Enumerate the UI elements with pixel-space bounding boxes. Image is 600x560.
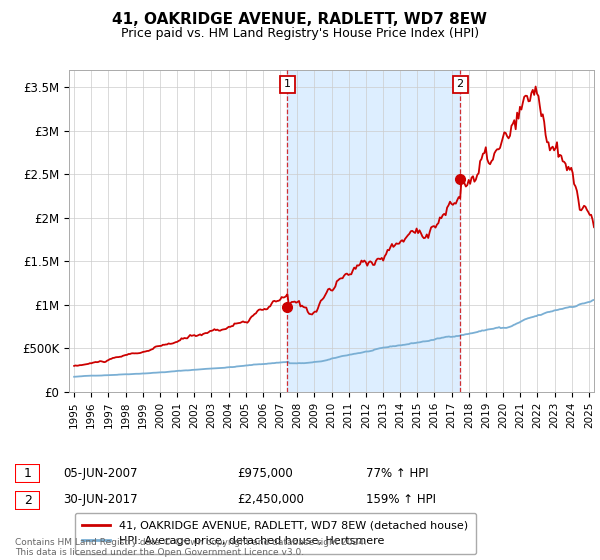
Text: 1: 1 <box>284 80 291 90</box>
Text: 05-JUN-2007: 05-JUN-2007 <box>63 466 137 480</box>
Text: £975,000: £975,000 <box>237 466 293 480</box>
Text: 2: 2 <box>457 80 464 90</box>
Text: 159% ↑ HPI: 159% ↑ HPI <box>366 493 436 506</box>
Bar <box>287 70 460 392</box>
Text: £2,450,000: £2,450,000 <box>237 493 304 506</box>
FancyBboxPatch shape <box>15 491 40 510</box>
Text: 41, OAKRIDGE AVENUE, RADLETT, WD7 8EW: 41, OAKRIDGE AVENUE, RADLETT, WD7 8EW <box>113 12 487 27</box>
Text: 77% ↑ HPI: 77% ↑ HPI <box>366 466 428 480</box>
Text: 1: 1 <box>23 467 32 480</box>
Text: Price paid vs. HM Land Registry's House Price Index (HPI): Price paid vs. HM Land Registry's House … <box>121 27 479 40</box>
Text: 30-JUN-2017: 30-JUN-2017 <box>63 493 137 506</box>
Legend: 41, OAKRIDGE AVENUE, RADLETT, WD7 8EW (detached house), HPI: Average price, deta: 41, OAKRIDGE AVENUE, RADLETT, WD7 8EW (d… <box>74 513 476 554</box>
Text: 2: 2 <box>23 493 32 507</box>
Text: Contains HM Land Registry data © Crown copyright and database right 2024.
This d: Contains HM Land Registry data © Crown c… <box>15 538 367 557</box>
FancyBboxPatch shape <box>15 464 40 483</box>
